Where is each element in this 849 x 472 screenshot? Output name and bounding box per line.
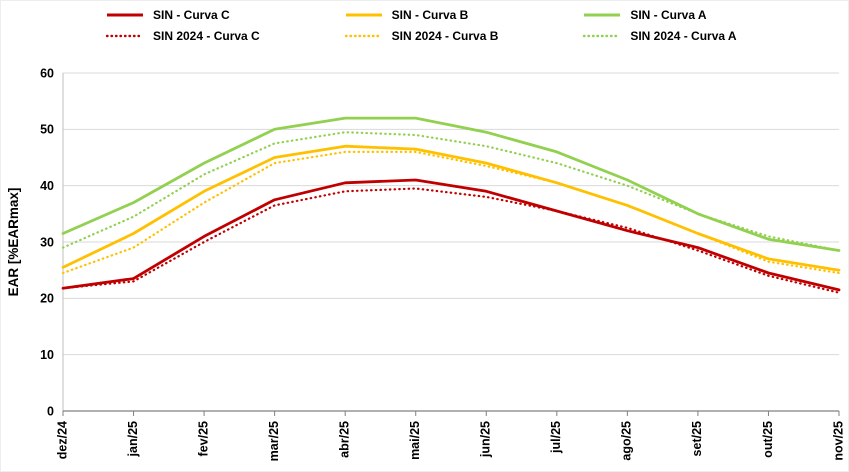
series-line-sin-curva-c <box>61 178 841 292</box>
series-line-sin-2024-curva-b <box>61 150 841 275</box>
x-tick-label-mai-25: mai/25 <box>408 421 422 460</box>
x-tick-label-dez-24: dez/24 <box>55 421 69 459</box>
series-line-sin-curva-a <box>61 116 841 252</box>
legend-label: SIN 2024 - Curva C <box>153 29 260 43</box>
y-tick-label-40: 40 <box>40 179 54 193</box>
y-tick-label-30: 30 <box>40 235 54 249</box>
legend-item-sin-curva-c: SIN - Curva C <box>105 8 344 22</box>
legend-label: SIN - Curva C <box>153 8 230 22</box>
legend-label: SIN - Curva B <box>391 8 469 22</box>
x-tick-label-abr-25: abr/25 <box>337 421 351 458</box>
x-tick-label-nov-25: nov/25 <box>831 421 845 461</box>
x-tick-label-out-25: out/25 <box>761 421 775 458</box>
legend-line-dotted-red-icon <box>105 34 145 38</box>
legend-line-dotted-green-icon <box>583 34 622 38</box>
y-tick-label-0: 0 <box>47 404 54 418</box>
legend-item-sin-curva-a: SIN - Curva A <box>582 8 821 22</box>
series-line-sin-2024-curva-a <box>61 131 841 252</box>
x-tick-label-mar-25: mar/25 <box>267 421 281 461</box>
legend-line-dotted-yellow-icon <box>344 34 383 38</box>
legend-item-sin2024-curva-c: SIN 2024 - Curva C <box>105 29 344 43</box>
y-tick-label-50: 50 <box>40 123 54 137</box>
y-tick-label-10: 10 <box>40 348 54 362</box>
y-tick-label-60: 60 <box>40 66 54 80</box>
legend-line-solid-green-icon <box>584 13 621 17</box>
x-tick-label-jun-25: jun/25 <box>479 421 493 458</box>
legend-item-sin2024-curva-a: SIN 2024 - Curva A <box>582 29 821 43</box>
x-tick-label-fev-25: fev/25 <box>196 421 210 456</box>
legend-line-solid-red-icon <box>107 13 143 17</box>
x-tick-label-jul-25: jul/25 <box>549 421 563 454</box>
x-tick-label-ago-25: ago/25 <box>620 421 634 461</box>
legend-item-sin-curva-b: SIN - Curva B <box>344 8 583 22</box>
series-line-sin-curva-b <box>61 144 841 272</box>
y-tick-label-20: 20 <box>40 292 54 306</box>
legend-label: SIN 2024 - Curva B <box>391 29 499 43</box>
legend-label: SIN 2024 - Curva A <box>630 29 737 43</box>
legend-item-sin2024-curva-b: SIN 2024 - Curva B <box>344 29 583 43</box>
legend-line-solid-yellow-icon <box>345 13 382 17</box>
series-line-sin-2024-curva-c <box>61 187 841 294</box>
legend-label: SIN - Curva A <box>630 8 707 22</box>
x-tick-label-jan-25: jan/25 <box>126 421 140 457</box>
y-axis-title: EAR [%EARmax] <box>6 188 21 297</box>
x-tick-label-set-25: set/25 <box>690 421 704 456</box>
chart-legend: SIN - Curva C SIN - Curva B SIN - Curva … <box>105 8 821 43</box>
